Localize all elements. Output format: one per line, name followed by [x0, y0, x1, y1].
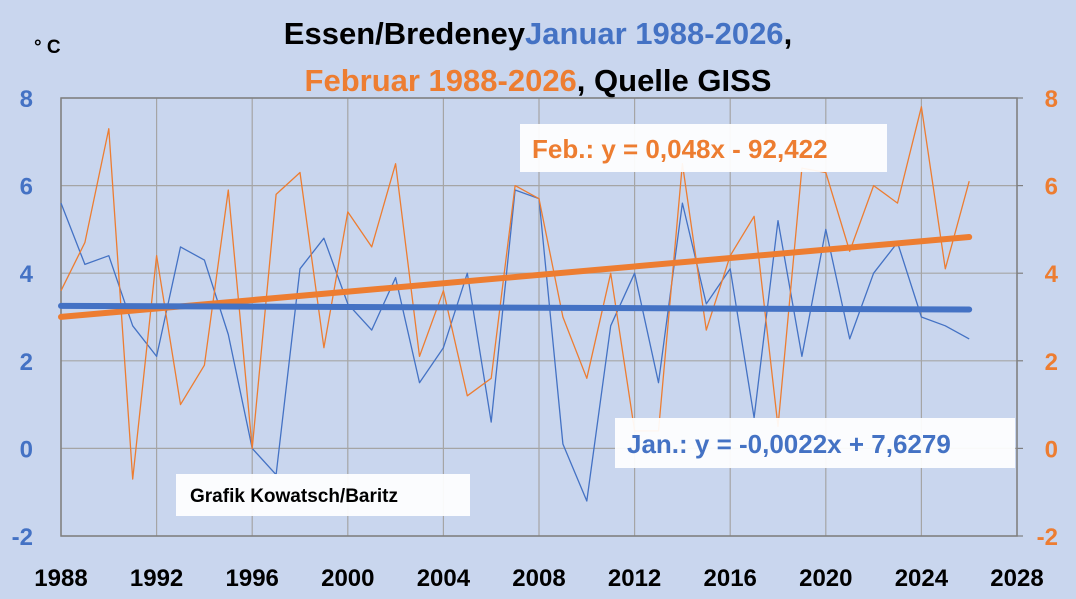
- x-tick-10: 2028: [990, 565, 1043, 592]
- x-tick-8: 2020: [799, 565, 852, 592]
- unit-label: ° C: [34, 37, 61, 58]
- x-tick-0: 1988: [34, 565, 87, 592]
- x-tick-9: 2024: [895, 565, 949, 592]
- chart-title-line2: Februar 1988-2026, Quelle GISS: [305, 63, 772, 98]
- y-tick-right-3: 4: [1045, 261, 1059, 288]
- credit-label: Grafik Kowatsch/Baritz: [190, 486, 398, 507]
- x-axis: 1988 1992 1996 2000 2004 2008 2012 2016 2020 2024…: [34, 565, 1043, 592]
- x-tick-7: 2016: [704, 565, 757, 592]
- feb-equation-box: Feb.: y = 0,048x - 92,422: [520, 124, 887, 172]
- feb-trend-equation: Feb.: y = 0,048x - 92,422: [532, 134, 828, 164]
- title-line1-part-1: Januar 1988-2026: [525, 16, 784, 51]
- x-tick-1: 1992: [130, 565, 183, 592]
- chart-title-line1: Essen/BredeneyJanuar 1988-2026,: [284, 16, 792, 51]
- title-line2-part-1: , Quelle GISS: [577, 63, 772, 98]
- y-tick-right-1: 0: [1045, 436, 1058, 463]
- y-axis-left: -2 0 2 4 6 8: [12, 86, 34, 551]
- x-tick-5: 2008: [512, 565, 565, 592]
- y-tick-left-3: 4: [20, 261, 34, 288]
- y-tick-left-4: 6: [20, 174, 33, 201]
- trendline-group: [58, 234, 973, 320]
- y-axis-right: -2 0 2 4 6 8: [1017, 86, 1059, 551]
- title-line1-part-0: Essen/Bredeney: [284, 16, 526, 51]
- title-line1-part-2: ,: [784, 16, 793, 51]
- y-tick-right-2: 2: [1045, 349, 1058, 376]
- x-tick-4: 2004: [417, 565, 471, 592]
- credit-box: Grafik Kowatsch/Baritz: [176, 474, 470, 516]
- y-tick-left-1: 0: [20, 436, 33, 463]
- x-tick-3: 2000: [321, 565, 374, 592]
- jan-trend-equation: Jan.: y = -0,0022x + 7,6279: [627, 429, 951, 459]
- x-tick-6: 2012: [608, 565, 661, 592]
- jan-equation-box: Jan.: y = -0,0022x + 7,6279: [615, 418, 1015, 468]
- jan-trendline: [58, 302, 973, 313]
- y-tick-left-0: -2: [12, 524, 33, 551]
- x-tick-2: 1996: [226, 565, 279, 592]
- y-tick-right-4: 6: [1045, 174, 1058, 201]
- y-tick-left-2: 2: [20, 349, 33, 376]
- y-tick-left-5: 8: [20, 86, 33, 113]
- title-line2-part-0: Februar 1988-2026: [305, 63, 577, 98]
- y-tick-right-0: -2: [1037, 524, 1058, 551]
- y-tick-right-5: 8: [1045, 86, 1058, 113]
